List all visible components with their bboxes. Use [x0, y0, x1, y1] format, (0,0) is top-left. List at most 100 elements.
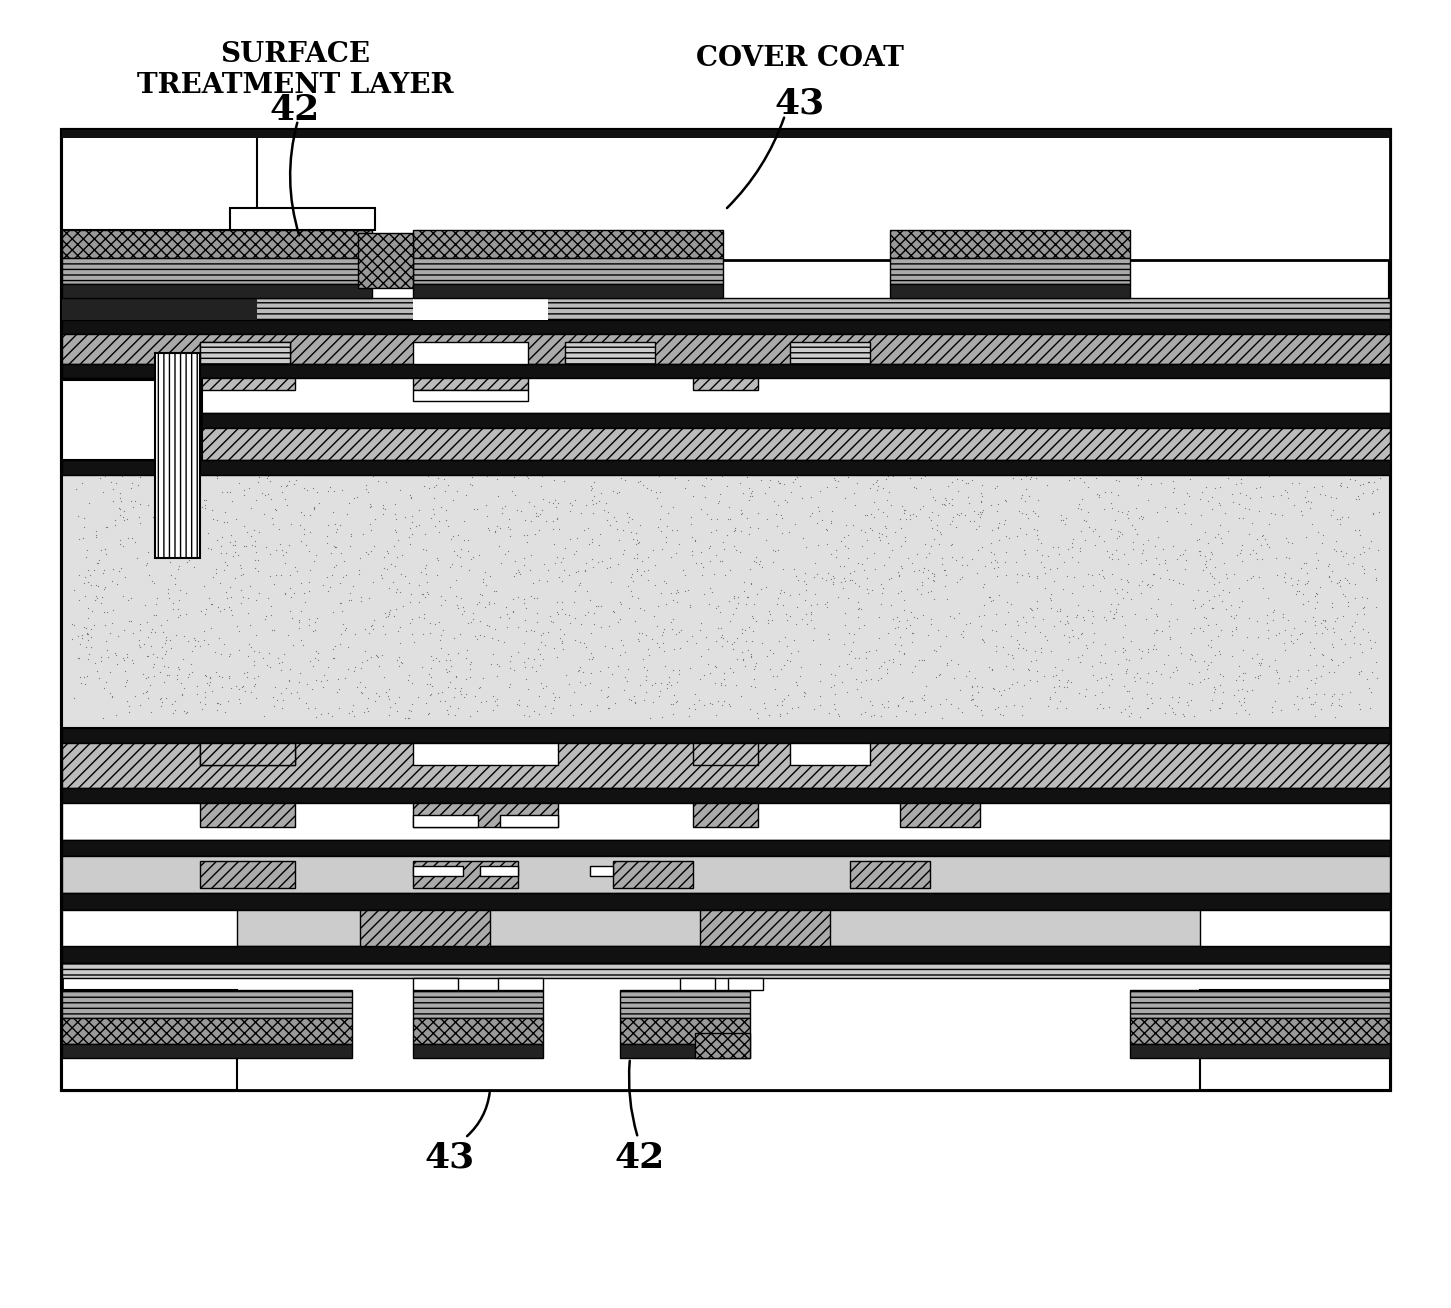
Point — [1068, 493, 1091, 514]
Point — [1228, 666, 1251, 687]
Point — [348, 548, 371, 569]
Point — [170, 672, 193, 693]
Point — [1104, 470, 1127, 490]
Point — [541, 612, 564, 633]
Point — [1110, 579, 1133, 600]
Point — [239, 637, 263, 658]
Point — [1180, 644, 1203, 664]
Point — [543, 490, 566, 511]
Point — [815, 519, 839, 540]
Point — [364, 683, 387, 704]
Point — [151, 504, 174, 525]
Point — [1203, 556, 1226, 577]
Point — [268, 476, 292, 497]
Point — [1082, 623, 1106, 644]
Point — [145, 496, 168, 517]
Point — [1239, 543, 1262, 564]
Point — [419, 508, 443, 528]
Point — [744, 676, 768, 697]
Point — [234, 535, 257, 556]
Point — [419, 658, 443, 679]
Point — [119, 462, 142, 483]
Point — [260, 488, 283, 509]
Point — [119, 611, 142, 632]
Point — [688, 620, 711, 641]
Point — [477, 594, 501, 615]
Point — [718, 693, 741, 714]
Point — [128, 506, 151, 527]
Point — [84, 521, 107, 542]
Bar — [360, 910, 490, 946]
Point — [171, 649, 194, 670]
Point — [495, 616, 518, 637]
Point — [84, 525, 107, 545]
Point — [1216, 568, 1239, 589]
Point — [157, 587, 180, 608]
Point — [982, 679, 1006, 700]
Point — [133, 555, 157, 576]
Point — [383, 494, 406, 515]
Point — [174, 702, 197, 723]
Point — [818, 569, 842, 590]
Point — [866, 526, 889, 547]
Point — [1007, 638, 1030, 659]
Point — [588, 490, 611, 511]
Point — [889, 654, 913, 675]
Point — [699, 468, 723, 489]
Point — [901, 623, 924, 644]
Point — [699, 509, 723, 530]
Point — [1014, 640, 1037, 661]
Point — [534, 510, 557, 531]
Bar — [694, 803, 757, 827]
Point — [1257, 655, 1280, 676]
Point — [257, 483, 280, 504]
Point — [128, 467, 151, 488]
Point — [766, 695, 789, 715]
Point — [302, 655, 325, 676]
Point — [1286, 685, 1309, 706]
Point — [1255, 604, 1278, 625]
Point — [579, 701, 602, 722]
Point — [992, 513, 1016, 534]
Point — [173, 678, 196, 698]
Point — [577, 649, 601, 670]
Point — [380, 553, 403, 574]
Point — [762, 666, 785, 687]
Point — [869, 530, 892, 551]
Point — [136, 565, 160, 586]
Point — [789, 476, 813, 497]
Point — [1061, 536, 1084, 557]
Point — [1106, 521, 1129, 542]
Point — [399, 488, 422, 509]
Point — [252, 608, 276, 629]
Bar — [200, 341, 290, 364]
Point — [1109, 701, 1132, 722]
Point — [1042, 536, 1065, 557]
Point — [1342, 547, 1365, 568]
Point — [1348, 698, 1371, 719]
Point — [773, 627, 797, 647]
Bar — [695, 1033, 750, 1058]
Point — [1140, 574, 1164, 595]
Point — [794, 590, 817, 611]
Point — [705, 598, 728, 619]
Point — [223, 535, 247, 556]
Point — [876, 623, 900, 644]
Point — [823, 468, 846, 489]
Point — [634, 624, 657, 645]
Point — [647, 685, 670, 706]
Point — [242, 675, 266, 696]
Point — [1235, 569, 1258, 590]
Bar — [200, 378, 295, 390]
Point — [530, 632, 553, 653]
Point — [437, 475, 460, 496]
Point — [219, 586, 242, 607]
Point — [305, 706, 328, 727]
Point — [723, 587, 746, 608]
Point — [881, 466, 904, 487]
Bar — [889, 230, 1130, 258]
Point — [358, 514, 382, 535]
Point — [480, 644, 503, 664]
Point — [1209, 675, 1232, 696]
Point — [315, 526, 338, 547]
